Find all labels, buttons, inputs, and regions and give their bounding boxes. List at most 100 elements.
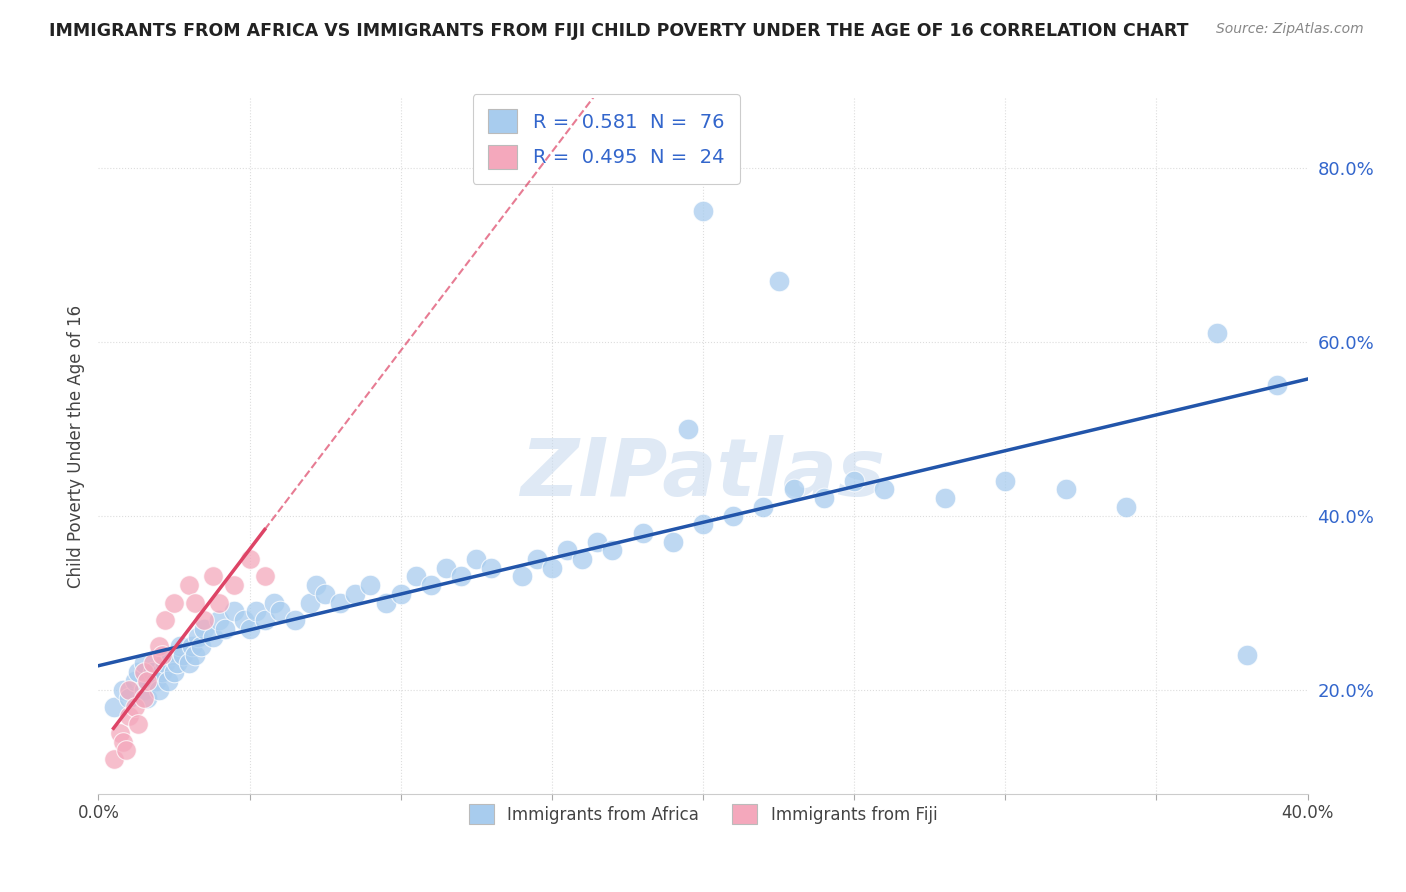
Point	[118, 682, 141, 697]
Point	[148, 639, 170, 653]
Point	[405, 569, 427, 583]
Point	[114, 743, 136, 757]
Point	[253, 613, 276, 627]
Point	[135, 673, 157, 688]
Point	[202, 569, 225, 583]
Point	[389, 587, 412, 601]
Point	[190, 639, 212, 653]
Point	[132, 682, 155, 697]
Point	[132, 657, 155, 671]
Point	[994, 474, 1017, 488]
Point	[239, 552, 262, 566]
Point	[269, 604, 291, 618]
Point	[661, 534, 683, 549]
Point	[1054, 483, 1077, 497]
Point	[434, 561, 457, 575]
Point	[481, 561, 503, 575]
Point	[752, 500, 775, 514]
Point	[127, 665, 149, 680]
Point	[156, 673, 179, 688]
Point	[526, 552, 548, 566]
Point	[111, 735, 134, 749]
Legend: Immigrants from Africa, Immigrants from Fiji: Immigrants from Africa, Immigrants from …	[458, 794, 948, 834]
Point	[602, 543, 624, 558]
Point	[124, 673, 146, 688]
Point	[344, 587, 367, 601]
Point	[202, 630, 225, 644]
Point	[124, 699, 146, 714]
Point	[145, 673, 167, 688]
Y-axis label: Child Poverty Under the Age of 16: Child Poverty Under the Age of 16	[66, 304, 84, 588]
Point	[160, 648, 183, 662]
Point	[586, 534, 609, 549]
Point	[329, 596, 352, 610]
Point	[844, 474, 866, 488]
Point	[169, 639, 191, 653]
Point	[150, 648, 173, 662]
Point	[214, 622, 236, 636]
Text: IMMIGRANTS FROM AFRICA VS IMMIGRANTS FROM FIJI CHILD POVERTY UNDER THE AGE OF 16: IMMIGRANTS FROM AFRICA VS IMMIGRANTS FRO…	[49, 22, 1188, 40]
Point	[571, 552, 593, 566]
Point	[314, 587, 336, 601]
Point	[224, 604, 246, 618]
Point	[305, 578, 328, 592]
Point	[150, 665, 173, 680]
Point	[1115, 500, 1137, 514]
Point	[163, 596, 186, 610]
Text: Source: ZipAtlas.com: Source: ZipAtlas.com	[1216, 22, 1364, 37]
Point	[193, 622, 215, 636]
Point	[245, 604, 267, 618]
Point	[108, 726, 131, 740]
Point	[224, 578, 246, 592]
Point	[783, 483, 806, 497]
Point	[465, 552, 488, 566]
Point	[299, 596, 322, 610]
Point	[420, 578, 443, 592]
Point	[263, 596, 285, 610]
Point	[179, 657, 201, 671]
Point	[676, 422, 699, 436]
Point	[813, 491, 835, 505]
Point	[193, 613, 215, 627]
Point	[184, 596, 207, 610]
Point	[103, 699, 125, 714]
Point	[768, 274, 790, 288]
Point	[153, 657, 176, 671]
Point	[232, 613, 254, 627]
Point	[208, 596, 231, 610]
Point	[692, 204, 714, 219]
Point	[873, 483, 896, 497]
Point	[1206, 326, 1229, 340]
Point	[187, 630, 209, 644]
Point	[540, 561, 562, 575]
Point	[111, 682, 134, 697]
Point	[184, 648, 207, 662]
Point	[555, 543, 578, 558]
Point	[450, 569, 472, 583]
Point	[132, 665, 155, 680]
Point	[135, 691, 157, 706]
Point	[179, 578, 201, 592]
Point	[148, 682, 170, 697]
Point	[1236, 648, 1258, 662]
Point	[103, 752, 125, 766]
Point	[166, 657, 188, 671]
Point	[127, 717, 149, 731]
Point	[118, 691, 141, 706]
Point	[374, 596, 396, 610]
Point	[153, 613, 176, 627]
Point	[118, 708, 141, 723]
Point	[208, 613, 231, 627]
Point	[239, 622, 262, 636]
Point	[360, 578, 382, 592]
Point	[142, 657, 165, 671]
Point	[723, 508, 745, 523]
Point	[692, 517, 714, 532]
Point	[172, 648, 194, 662]
Point	[510, 569, 533, 583]
Point	[181, 639, 204, 653]
Point	[934, 491, 956, 505]
Point	[132, 691, 155, 706]
Point	[631, 525, 654, 540]
Point	[253, 569, 276, 583]
